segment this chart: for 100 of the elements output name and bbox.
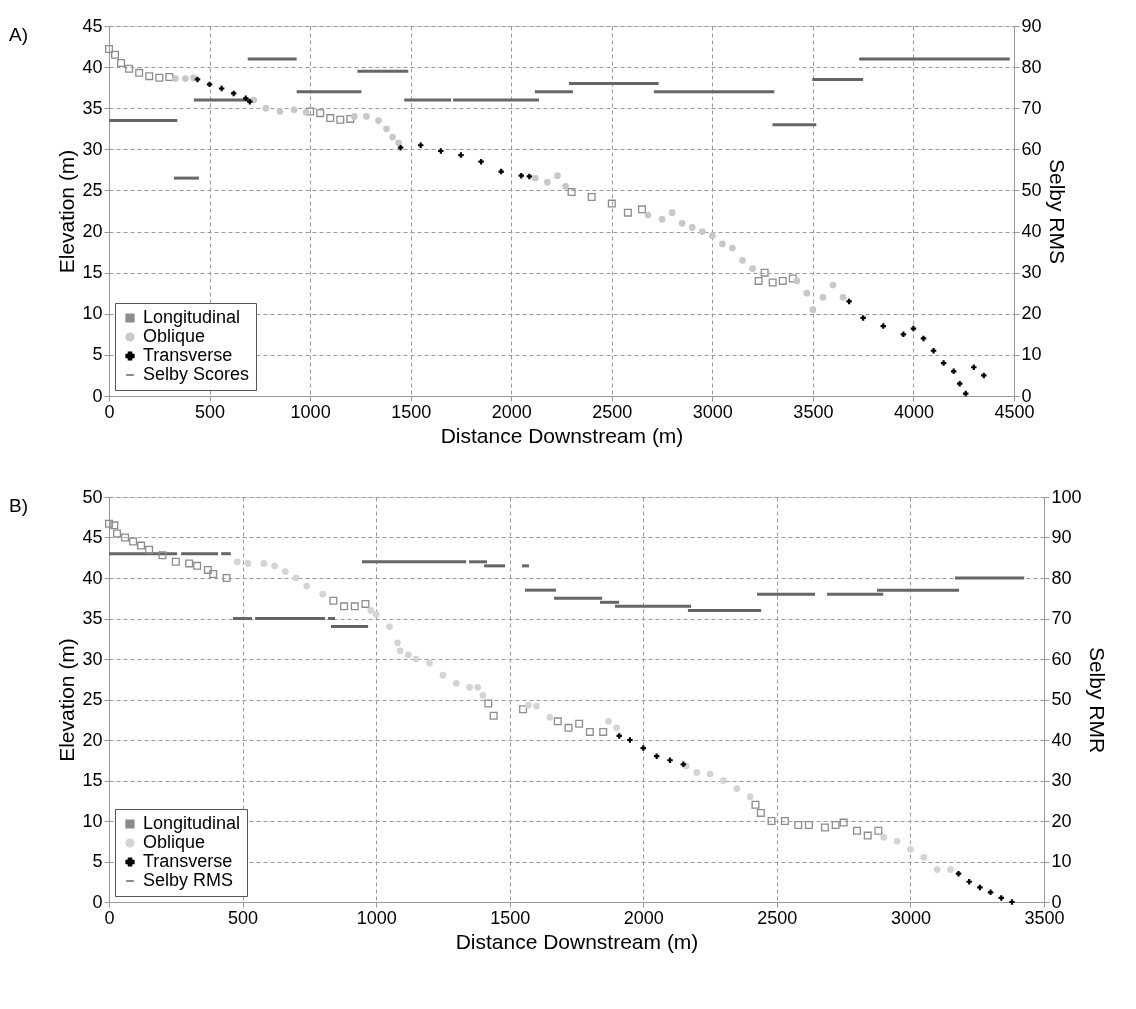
point xyxy=(575,719,584,728)
point xyxy=(206,81,213,88)
point xyxy=(962,390,969,397)
y-tick-label: 30 xyxy=(82,648,103,669)
point xyxy=(693,769,701,776)
point xyxy=(688,224,696,231)
legend-label: Selby Scores xyxy=(143,364,250,384)
point xyxy=(326,114,335,123)
point xyxy=(820,823,829,832)
x-tick-label: 2500 xyxy=(757,907,798,928)
x-axis-title: Distance Downstream (m) xyxy=(440,423,684,447)
point xyxy=(389,133,396,141)
point xyxy=(910,325,917,332)
point xyxy=(998,895,1004,901)
point xyxy=(751,800,760,809)
point xyxy=(644,211,652,219)
y-tick-label: 5 xyxy=(92,344,103,365)
point xyxy=(260,560,268,567)
y-tick-label: 10 xyxy=(82,810,103,831)
point xyxy=(793,277,801,285)
point xyxy=(222,574,231,582)
point xyxy=(247,98,253,105)
point xyxy=(474,684,482,691)
point xyxy=(290,106,298,114)
x-tick-label: 3500 xyxy=(793,401,834,422)
y2-axis-title: Selby RMR xyxy=(1085,646,1109,754)
y-tick-label: 40 xyxy=(82,567,103,588)
point xyxy=(623,208,632,217)
point xyxy=(760,268,769,277)
point xyxy=(302,108,310,116)
point xyxy=(863,831,872,840)
point xyxy=(803,289,811,297)
point xyxy=(778,276,787,285)
point xyxy=(396,647,404,655)
point xyxy=(819,293,827,301)
point xyxy=(920,854,928,861)
point xyxy=(768,278,777,287)
y2-axis-title: Selby RMS xyxy=(1045,158,1069,265)
point xyxy=(412,655,420,663)
point xyxy=(874,826,883,835)
point xyxy=(853,826,861,835)
point xyxy=(383,125,390,133)
point xyxy=(479,692,487,699)
y-tick-label: 0 xyxy=(92,385,103,406)
point xyxy=(546,713,554,721)
point xyxy=(262,104,270,112)
y-tick-label: 5 xyxy=(92,851,103,871)
point xyxy=(831,821,840,830)
point xyxy=(804,821,813,830)
y2-tick-label: 30 xyxy=(1051,770,1072,790)
point xyxy=(729,244,736,252)
point xyxy=(640,745,647,751)
point xyxy=(893,837,901,845)
x-tick-label: 1000 xyxy=(290,401,331,422)
point xyxy=(587,193,596,202)
point xyxy=(809,306,817,314)
point xyxy=(329,596,338,605)
y-tick-label: 35 xyxy=(82,97,103,118)
point xyxy=(110,521,119,530)
point xyxy=(839,293,847,301)
y-axis-title: Elevation (m) xyxy=(55,638,79,762)
point xyxy=(105,45,113,54)
point xyxy=(105,519,113,528)
point xyxy=(658,215,666,223)
point xyxy=(336,115,345,124)
point xyxy=(129,537,138,546)
point xyxy=(135,68,144,77)
point xyxy=(525,701,532,709)
x-tick-label: 1000 xyxy=(356,907,397,928)
point xyxy=(351,113,358,120)
point xyxy=(404,651,412,659)
y2-tick-label: 100 xyxy=(1051,486,1082,507)
point xyxy=(375,117,382,124)
text: B) xyxy=(9,495,28,516)
point xyxy=(829,281,837,289)
legend-label: Longitudinal xyxy=(143,307,241,327)
legend-label: Selby RMS xyxy=(143,870,234,890)
x-tick-label: 500 xyxy=(195,401,226,422)
point xyxy=(616,733,622,739)
point xyxy=(185,559,194,568)
point xyxy=(1009,899,1015,905)
point xyxy=(567,188,576,197)
x-tick-label: 3000 xyxy=(890,907,931,928)
x-tick-label: 4000 xyxy=(893,401,934,422)
point xyxy=(933,866,941,873)
point xyxy=(749,265,756,272)
point xyxy=(733,785,741,792)
point xyxy=(987,889,994,896)
point xyxy=(720,777,727,784)
point xyxy=(182,75,189,82)
y2-tick-label: 10 xyxy=(1021,344,1042,365)
y-tick-label: 10 xyxy=(82,303,103,324)
point xyxy=(947,866,954,873)
x-tick-label: 500 xyxy=(228,907,259,928)
x-tick-label: 1500 xyxy=(391,401,432,422)
point xyxy=(230,90,237,97)
point xyxy=(554,172,561,179)
point xyxy=(417,142,424,148)
point xyxy=(145,545,154,554)
point xyxy=(698,228,706,235)
